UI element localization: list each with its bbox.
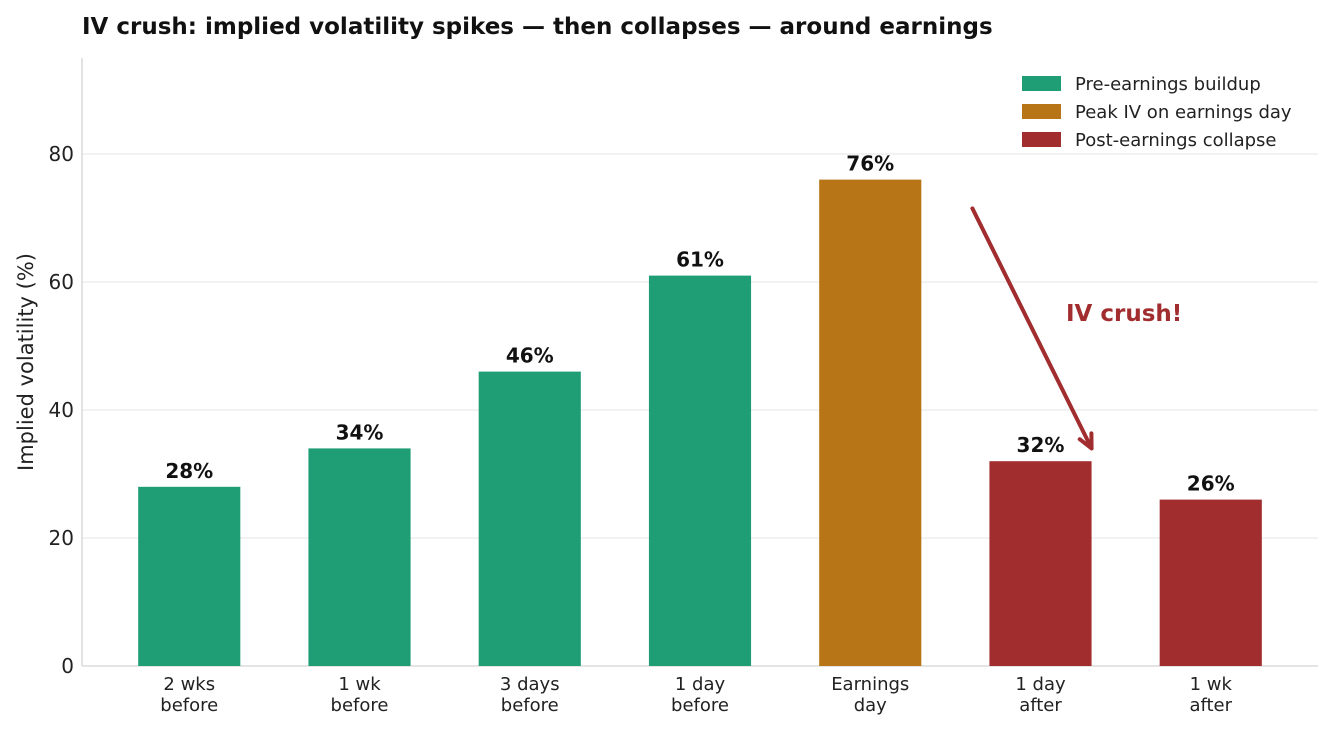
x-tick-label: 2 wks [163, 674, 215, 695]
legend-label: Peak IV on earnings day [1075, 102, 1292, 123]
legend-label: Post-earnings collapse [1075, 130, 1277, 151]
bar-value-label: 46% [506, 344, 554, 368]
x-tick-label: before [160, 695, 218, 716]
y-tick-label: 60 [49, 270, 74, 294]
bar-value-label: 28% [165, 459, 213, 483]
x-tick-label: 3 days [500, 674, 560, 695]
y-tick-label: 80 [49, 142, 74, 166]
legend-label: Pre-earnings buildup [1075, 74, 1261, 95]
bar-value-label: 26% [1187, 472, 1235, 496]
bar [648, 275, 752, 666]
x-tick-label: before [671, 695, 729, 716]
x-tick-label: 1 wk [338, 674, 381, 695]
bar [308, 448, 411, 666]
y-tick-label: 40 [49, 398, 74, 422]
x-tick-label: before [501, 695, 559, 716]
legend-swatch [1022, 76, 1061, 91]
chart-title: IV crush: implied volatility spikes — th… [82, 14, 993, 40]
bar-value-label: 76% [846, 152, 894, 176]
annotation-arrow [970, 206, 1094, 451]
y-axis-label: Implied volatility (%) [14, 253, 38, 471]
x-tick-label: before [331, 695, 389, 716]
bar [1159, 499, 1262, 666]
bar [138, 486, 241, 666]
x-tick-label: after [1189, 695, 1232, 716]
x-tick-label: 1 day [675, 674, 726, 695]
annotation-arrowhead [1077, 431, 1094, 451]
legend-swatch [1022, 104, 1061, 119]
bar [478, 371, 581, 666]
bar [819, 179, 922, 666]
x-tick-label: after [1019, 695, 1062, 716]
bar [989, 461, 1092, 666]
bar-value-label: 32% [1017, 433, 1065, 457]
x-tick-label: 1 day [1015, 674, 1066, 695]
bar-value-label: 34% [336, 420, 384, 444]
annotation-text: IV crush! [1066, 301, 1182, 327]
y-tick-label: 20 [49, 526, 74, 550]
bar-value-label: 61% [676, 248, 724, 272]
x-tick-label: day [854, 695, 887, 716]
legend-swatch [1022, 132, 1061, 147]
x-tick-label: 1 wk [1190, 674, 1233, 695]
y-tick-label: 0 [61, 654, 74, 678]
x-tick-label: Earnings [831, 674, 909, 695]
